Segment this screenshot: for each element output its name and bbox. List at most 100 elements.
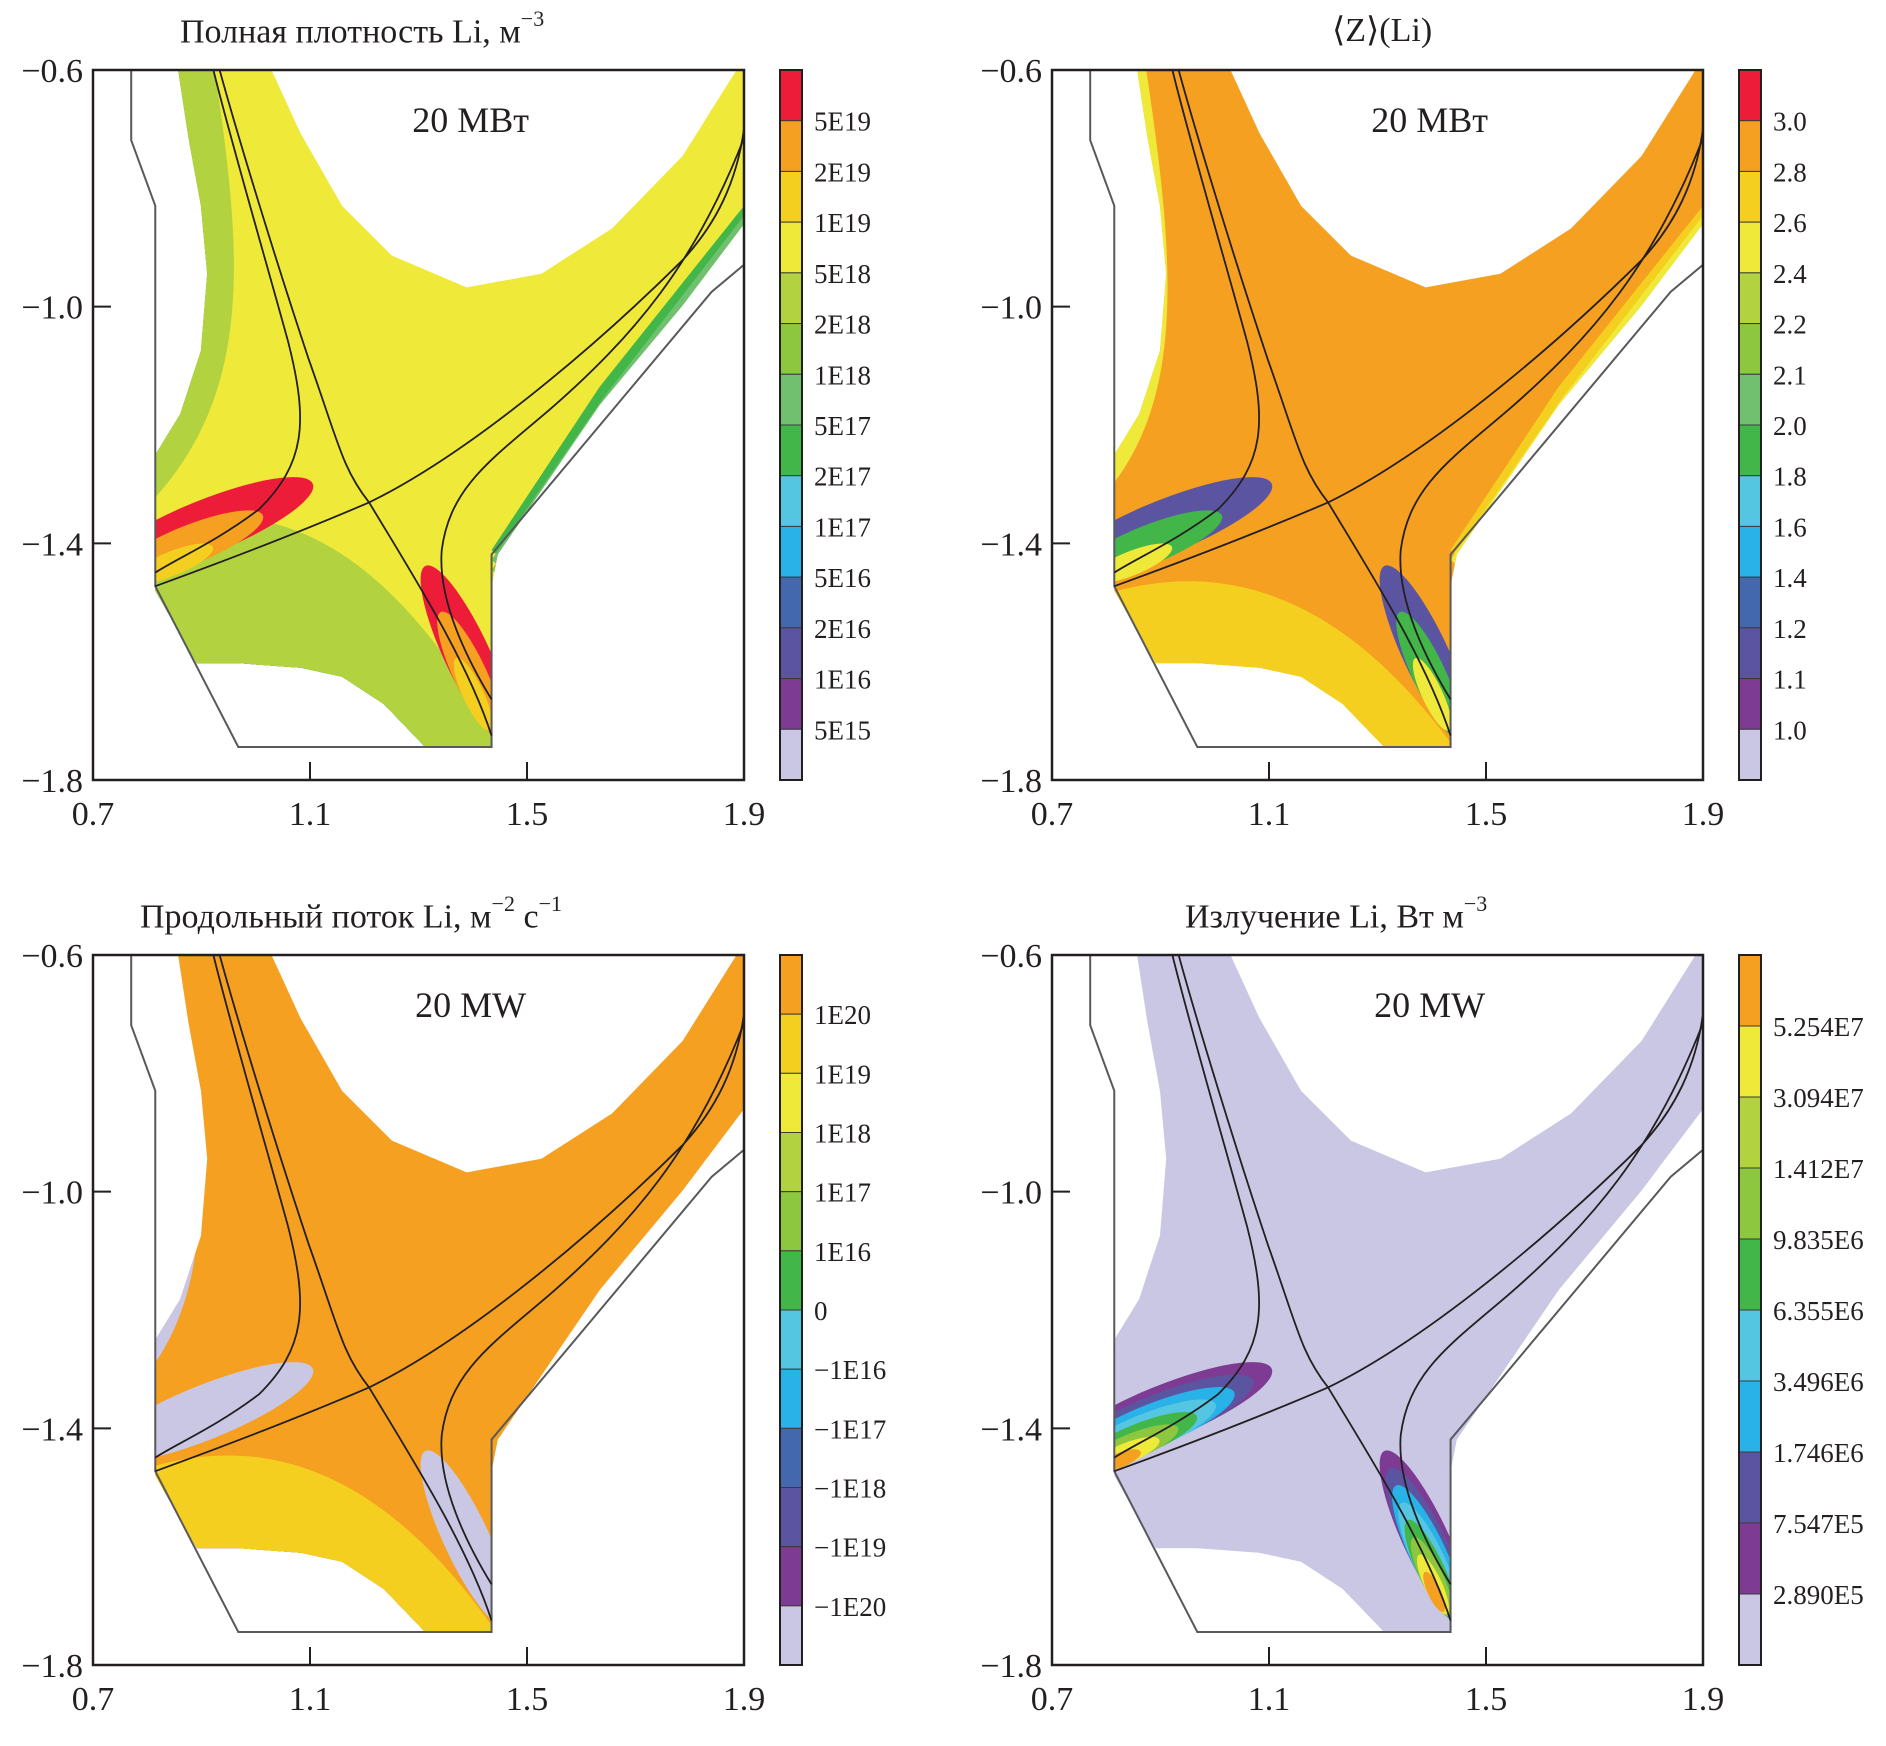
colorbar-label: −1E20 [814, 1592, 886, 1622]
separatrix-line [1113, 69, 1260, 574]
y-tick-label: −1.4 [980, 526, 1042, 563]
colorbar-label: 1E16 [814, 665, 871, 695]
colorbar-label: 1.8 [1773, 462, 1807, 492]
colorbar-label: 1.1 [1773, 665, 1807, 695]
outer-left-band [155, 955, 201, 1363]
colorbar-segment [1738, 1309, 1762, 1382]
colorbar-label: 5E17 [814, 411, 871, 441]
colorbar-label: 1.412E7 [1773, 1154, 1864, 1184]
colorbar-segment [779, 1546, 803, 1607]
separatrix-line [154, 128, 745, 588]
colorbar-label: 1.6 [1773, 512, 1807, 542]
field-fill [155, 70, 744, 747]
plot-frame [91, 953, 746, 1667]
y-tick-label: −1.8 [21, 1648, 83, 1685]
power-annotation: 20 МВт [412, 100, 529, 140]
colorbar-segment [779, 1191, 803, 1252]
colorbar-label: −1E16 [814, 1355, 886, 1385]
colorbar-segment [1738, 1522, 1762, 1595]
x-tick-label: 1.9 [1682, 1681, 1725, 1718]
colorbar-segment [1738, 69, 1762, 122]
panel-title: ⟨Z⟩(Li) [1332, 12, 1433, 49]
x-tick-label: 1.9 [723, 796, 766, 833]
colorbar-label: 5E19 [814, 107, 871, 137]
x-tick-label: 0.7 [72, 1681, 115, 1718]
colorbar-segment [779, 1368, 803, 1429]
x-tick-label: 1.1 [289, 1681, 332, 1718]
colorbar-segment [1738, 373, 1762, 426]
separatrix-line [154, 1013, 745, 1473]
y-tick-label: −0.6 [980, 938, 1042, 975]
colorbar-label: −1E17 [814, 1414, 886, 1444]
colorbar-segment [1738, 678, 1762, 730]
colorbar-segment [779, 954, 803, 1015]
separatrix-line [154, 69, 301, 574]
colorbar-label: 5E18 [814, 259, 871, 289]
panel-radiation: Излучение Li, Вт м−3 0.7 1.1 1.5 1.9 −0.6 −1.… [959, 885, 1886, 1746]
colorbar-label: 1E16 [814, 1237, 871, 1267]
colorbar-label: 2.0 [1773, 411, 1807, 441]
plot-area [1089, 69, 1704, 748]
x-tick-label: 0.7 [1031, 796, 1074, 833]
field-fill [1114, 955, 1703, 1632]
colorbar-segment [779, 1013, 803, 1074]
colorbar-segment [779, 678, 803, 730]
colorbar-label: 5E16 [814, 563, 871, 593]
vessel-wall [1089, 70, 1704, 748]
x-tick-label: 0.7 [72, 796, 115, 833]
separatrix-line [1113, 1013, 1704, 1473]
separatrix-line [440, 1022, 745, 1585]
colorbar-segment [779, 272, 803, 325]
colorbar-segment [1738, 627, 1762, 680]
separatrix-line [1113, 954, 1260, 1459]
colorbar-segment [1738, 1593, 1762, 1666]
colorbar-label: 3.0 [1773, 107, 1807, 137]
vessel-wall [130, 955, 745, 1633]
colorbar-segment [1738, 525, 1762, 578]
separatrix-line [1399, 137, 1704, 700]
colorbar-segment [779, 221, 803, 274]
separatrix-line [218, 69, 493, 736]
colorbar-segment [779, 1250, 803, 1311]
power-annotation: 20 МВт [1371, 100, 1488, 140]
inner-strike-spot [155, 1362, 314, 1463]
colorbar-label: 2.4 [1773, 259, 1807, 289]
colorbar-segment [779, 1427, 803, 1488]
colorbar-label: 1E19 [814, 1059, 871, 1089]
colorbar-segment [779, 1132, 803, 1193]
colorbar-label: 2E17 [814, 462, 871, 492]
colorbar-label: 1E17 [814, 1178, 871, 1208]
y-tick-label: −1.0 [980, 290, 1042, 327]
colorbar-label: 5.254E7 [1773, 1012, 1864, 1042]
colorbar-segment [779, 1072, 803, 1133]
colorbar-label: 9.835E6 [1773, 1225, 1864, 1255]
x-tick-label: 1.9 [1682, 796, 1725, 833]
colorbar-frame [1738, 69, 1762, 781]
colorbar-segment [779, 120, 803, 172]
colorbar-frame [779, 954, 803, 1666]
colorbar-segment [779, 424, 803, 477]
x-tick-label: 1.5 [1465, 796, 1508, 833]
colorbar-segment [1738, 1451, 1762, 1524]
y-tick-label: −0.6 [21, 938, 83, 975]
colorbar-segment [1738, 728, 1762, 781]
parallel-flux-plot: 0.7 1.1 1.5 1.9 −0.6 −1.0 −1.4 −1.8 20 MW 1E20 1E1… [21, 938, 886, 1718]
colorbar-segment [1738, 120, 1762, 172]
panel-title: Полная плотность Li, м−3 [180, 6, 545, 51]
colorbar-segment [1738, 954, 1762, 1027]
colorbar-label: 2.2 [1773, 310, 1807, 340]
colorbar-label: 1.746E6 [1773, 1438, 1864, 1468]
colorbar-label: 1.2 [1773, 614, 1807, 644]
colorbar-segment [779, 525, 803, 578]
colorbar-segment [779, 627, 803, 680]
y-tick-label: −1.8 [980, 1648, 1042, 1685]
colorbar-segment [1738, 221, 1762, 274]
colorbar-label: 2.890E5 [1773, 1580, 1864, 1610]
x-tick-label: 1.1 [1248, 1681, 1291, 1718]
separatrix-line [1177, 69, 1452, 736]
colorbar-label: 1.0 [1773, 715, 1807, 745]
panel-title: Излучение Li, Вт м−3 [1185, 891, 1488, 936]
colorbar-segment [1738, 1096, 1762, 1169]
colorbar-label: 5E15 [814, 715, 871, 745]
plot-area [130, 954, 745, 1633]
